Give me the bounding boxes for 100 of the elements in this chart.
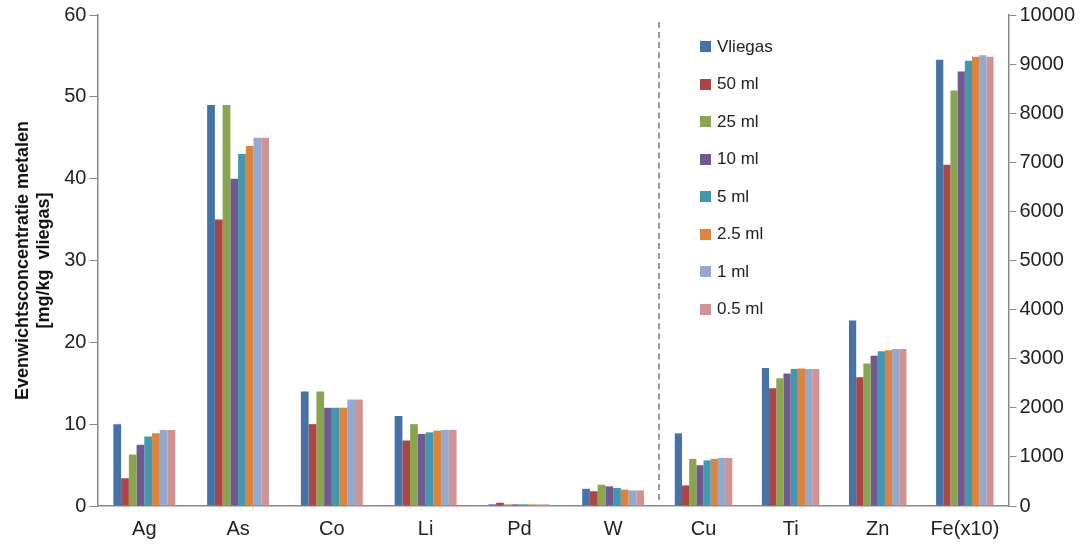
bar bbox=[394, 415, 403, 506]
y2-tick-label: 2000 bbox=[1019, 395, 1064, 418]
x-tick-label: Ti bbox=[782, 516, 799, 539]
bar bbox=[433, 430, 442, 506]
bar bbox=[425, 432, 434, 506]
x-tick-label: W bbox=[603, 516, 623, 539]
legend-label: 50 ml bbox=[717, 74, 759, 95]
bar bbox=[402, 440, 411, 506]
bar bbox=[870, 355, 878, 506]
bar bbox=[245, 145, 254, 506]
legend-label: 25 ml bbox=[717, 111, 759, 132]
x-tick-label: Co bbox=[319, 516, 345, 539]
bar bbox=[355, 399, 363, 506]
bar bbox=[636, 490, 645, 506]
bar bbox=[964, 60, 973, 506]
bar bbox=[717, 457, 726, 506]
x-tick-label: Pd bbox=[507, 516, 532, 539]
bar bbox=[324, 407, 332, 506]
bar bbox=[417, 433, 426, 506]
y2-tick-label: 3000 bbox=[1019, 346, 1064, 369]
y-tick-label: 60 bbox=[64, 2, 87, 25]
bar bbox=[936, 59, 944, 506]
bar bbox=[331, 407, 340, 506]
bar bbox=[761, 368, 770, 506]
y2-tick-label: 0 bbox=[1019, 493, 1031, 516]
bar bbox=[972, 56, 980, 506]
bar bbox=[899, 348, 907, 506]
bar bbox=[441, 429, 449, 506]
bar bbox=[979, 55, 987, 506]
bar bbox=[113, 424, 122, 506]
y2-tick-label: 1000 bbox=[1019, 444, 1064, 467]
bar bbox=[597, 484, 606, 506]
y-tick-label: 10 bbox=[64, 411, 87, 434]
x-tick-label: Zn bbox=[866, 516, 890, 539]
bar bbox=[703, 460, 711, 506]
y-tick-label: 0 bbox=[75, 493, 87, 516]
y2-tick-label: 7000 bbox=[1019, 149, 1064, 172]
y-axis-title: Evenwichtsconcentratie metalen [mg/kg vliegas] bbox=[11, 120, 54, 401]
legend-label: 5 ml bbox=[717, 186, 750, 207]
y-tick-label: 30 bbox=[64, 248, 87, 271]
x-tick-label: Ag bbox=[132, 516, 157, 539]
bar bbox=[783, 373, 791, 506]
y2-tick-label: 4000 bbox=[1019, 297, 1064, 320]
bar bbox=[689, 458, 697, 506]
x-tick-label: Li bbox=[417, 516, 434, 539]
y2-tick-label: 6000 bbox=[1019, 198, 1064, 221]
bar bbox=[253, 137, 262, 506]
y2-tick-label: 5000 bbox=[1019, 248, 1064, 271]
legend-label: 2.5 ml bbox=[717, 224, 764, 245]
bar bbox=[347, 399, 356, 506]
bar bbox=[674, 433, 682, 506]
legend-label: 1 ml bbox=[717, 261, 750, 282]
bar bbox=[589, 491, 598, 506]
bar bbox=[805, 369, 813, 506]
bar bbox=[261, 137, 270, 506]
bar bbox=[207, 105, 215, 506]
bar bbox=[159, 429, 168, 506]
bar bbox=[877, 351, 885, 506]
bar bbox=[230, 178, 239, 506]
bar bbox=[339, 407, 348, 506]
bar bbox=[620, 489, 629, 506]
bar bbox=[725, 457, 733, 506]
bar bbox=[710, 458, 718, 506]
x-tick-label: Fe(x10) bbox=[930, 516, 1000, 539]
bar bbox=[121, 478, 129, 506]
bar bbox=[300, 391, 309, 506]
bar bbox=[797, 368, 806, 506]
bar bbox=[222, 105, 231, 506]
legend-label: 10 ml bbox=[717, 149, 759, 170]
y2-tick-label: 8000 bbox=[1019, 100, 1064, 123]
bar bbox=[950, 90, 958, 506]
bar bbox=[448, 429, 457, 506]
bar bbox=[308, 424, 317, 506]
bar bbox=[790, 369, 798, 506]
bar bbox=[849, 320, 857, 506]
bar bbox=[892, 348, 900, 506]
x-tick-label: Cu bbox=[690, 516, 717, 539]
bar bbox=[863, 363, 871, 506]
bar bbox=[136, 444, 145, 506]
bar bbox=[128, 454, 137, 506]
bar bbox=[769, 388, 777, 506]
x-tick-label: As bbox=[226, 516, 250, 539]
bar bbox=[152, 433, 160, 506]
bar bbox=[605, 486, 614, 506]
bar bbox=[986, 56, 994, 506]
y-tick-label: 50 bbox=[64, 84, 87, 107]
bar bbox=[943, 164, 951, 506]
legend-label: Vliegas bbox=[717, 36, 773, 57]
y2-tick-label: 9000 bbox=[1019, 51, 1064, 74]
bar bbox=[214, 219, 223, 506]
bar bbox=[628, 490, 637, 506]
bar bbox=[410, 424, 418, 506]
bar bbox=[776, 378, 784, 506]
y2-tick-label: 10000 bbox=[1019, 2, 1076, 25]
bar bbox=[496, 502, 504, 506]
bar bbox=[238, 154, 246, 506]
bar bbox=[316, 391, 325, 506]
y-tick-label: 20 bbox=[64, 329, 87, 352]
bar bbox=[167, 429, 176, 506]
y-tick-label: 40 bbox=[64, 166, 87, 189]
